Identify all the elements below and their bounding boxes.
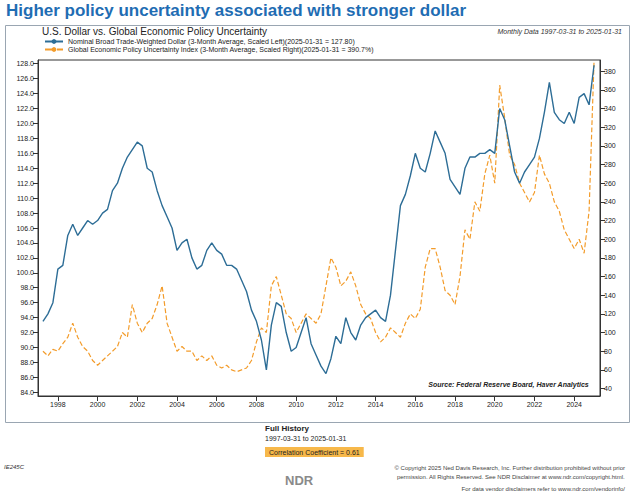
svg-text:200: 200 xyxy=(604,236,616,243)
svg-text:2020: 2020 xyxy=(487,401,503,408)
svg-text:88.0: 88.0 xyxy=(20,359,34,366)
svg-text:84.0: 84.0 xyxy=(20,389,34,396)
svg-text:100.0: 100.0 xyxy=(16,269,34,276)
svg-text:2014: 2014 xyxy=(368,401,384,408)
svg-text:2008: 2008 xyxy=(249,401,265,408)
svg-text:2004: 2004 xyxy=(169,401,185,408)
svg-text:86.0: 86.0 xyxy=(20,374,34,381)
svg-text:300: 300 xyxy=(604,142,616,149)
svg-text:Global Economic Policy Uncerta: Global Economic Policy Uncertainty Index… xyxy=(68,46,374,54)
svg-text:110.0: 110.0 xyxy=(17,195,34,202)
svg-text:360: 360 xyxy=(604,86,616,93)
svg-text:NDR: NDR xyxy=(285,473,314,488)
svg-text:102.0: 102.0 xyxy=(16,254,34,261)
svg-text:Correlation Coefficient = 0.61: Correlation Coefficient = 0.61 xyxy=(269,449,360,456)
svg-text:80: 80 xyxy=(604,348,612,355)
svg-text:2024: 2024 xyxy=(566,401,582,408)
svg-text:280: 280 xyxy=(604,161,616,168)
svg-text:60: 60 xyxy=(604,366,612,373)
svg-text:98.0: 98.0 xyxy=(20,284,34,291)
svg-text:Source: Federal Reserve Board,: Source: Federal Reserve Board, Haver Ana… xyxy=(428,381,589,389)
svg-text:permission. All Rights Reserve: permission. All Rights Reserved. See NDR… xyxy=(397,474,625,480)
svg-text:100: 100 xyxy=(604,329,616,336)
svg-text:IE245C: IE245C xyxy=(4,464,25,470)
svg-text:2012: 2012 xyxy=(328,401,344,408)
svg-text:160: 160 xyxy=(604,273,616,280)
svg-text:2022: 2022 xyxy=(527,401,543,408)
svg-text:1997-03-31 to 2025-01-31: 1997-03-31 to 2025-01-31 xyxy=(265,435,346,442)
svg-text:96.0: 96.0 xyxy=(20,299,34,306)
svg-text:90.0: 90.0 xyxy=(20,344,34,351)
svg-text:122.0: 122.0 xyxy=(16,105,34,112)
svg-text:2010: 2010 xyxy=(288,401,304,408)
svg-text:104.0: 104.0 xyxy=(16,239,34,246)
svg-text:2000: 2000 xyxy=(90,401,106,408)
svg-text:Higher policy uncertainty asso: Higher policy uncertainty associated wit… xyxy=(6,1,466,20)
svg-text:112.0: 112.0 xyxy=(17,180,34,187)
svg-text:220: 220 xyxy=(604,217,616,224)
svg-text:106.0: 106.0 xyxy=(16,225,34,232)
svg-text:© Copyright 2025 Ned Davis Res: © Copyright 2025 Ned Davis Research, Inc… xyxy=(394,465,625,471)
svg-text:114.0: 114.0 xyxy=(17,165,34,172)
svg-text:118.0: 118.0 xyxy=(17,135,34,142)
svg-text:116.0: 116.0 xyxy=(17,150,34,157)
svg-text:1998: 1998 xyxy=(50,401,66,408)
svg-text:Full History: Full History xyxy=(265,424,310,433)
svg-text:140: 140 xyxy=(604,292,616,299)
svg-text:380: 380 xyxy=(604,68,616,75)
svg-text:128.0: 128.0 xyxy=(16,60,34,67)
svg-text:U.S. Dollar vs. Global Economi: U.S. Dollar vs. Global Economic Policy U… xyxy=(42,26,267,37)
svg-text:340: 340 xyxy=(604,105,616,112)
svg-text:40: 40 xyxy=(604,385,612,392)
svg-text:180: 180 xyxy=(604,254,616,261)
svg-text:108.0: 108.0 xyxy=(16,210,34,217)
svg-text:Monthly Data 1997-03-31 to 202: Monthly Data 1997-03-31 to 2025-01-31 xyxy=(497,28,622,36)
svg-text:240: 240 xyxy=(604,198,616,205)
svg-text:124.0: 124.0 xyxy=(16,90,34,97)
svg-text:320: 320 xyxy=(604,124,616,131)
svg-text:94.0: 94.0 xyxy=(20,314,34,321)
svg-text:126.0: 126.0 xyxy=(16,75,34,82)
svg-text:Nominal Broad Trade-Weighted D: Nominal Broad Trade-Weighted Dollar (3-M… xyxy=(68,38,355,46)
svg-text:120.0: 120.0 xyxy=(16,120,34,127)
svg-text:2018: 2018 xyxy=(447,401,463,408)
svg-text:92.0: 92.0 xyxy=(20,329,34,336)
svg-text:2006: 2006 xyxy=(209,401,225,408)
svg-text:For data vendor disclaimers re: For data vendor disclaimers refer to www… xyxy=(462,486,626,492)
svg-text:2002: 2002 xyxy=(130,401,146,408)
svg-text:120: 120 xyxy=(604,310,616,317)
svg-text:2016: 2016 xyxy=(408,401,424,408)
svg-text:260: 260 xyxy=(604,180,616,187)
